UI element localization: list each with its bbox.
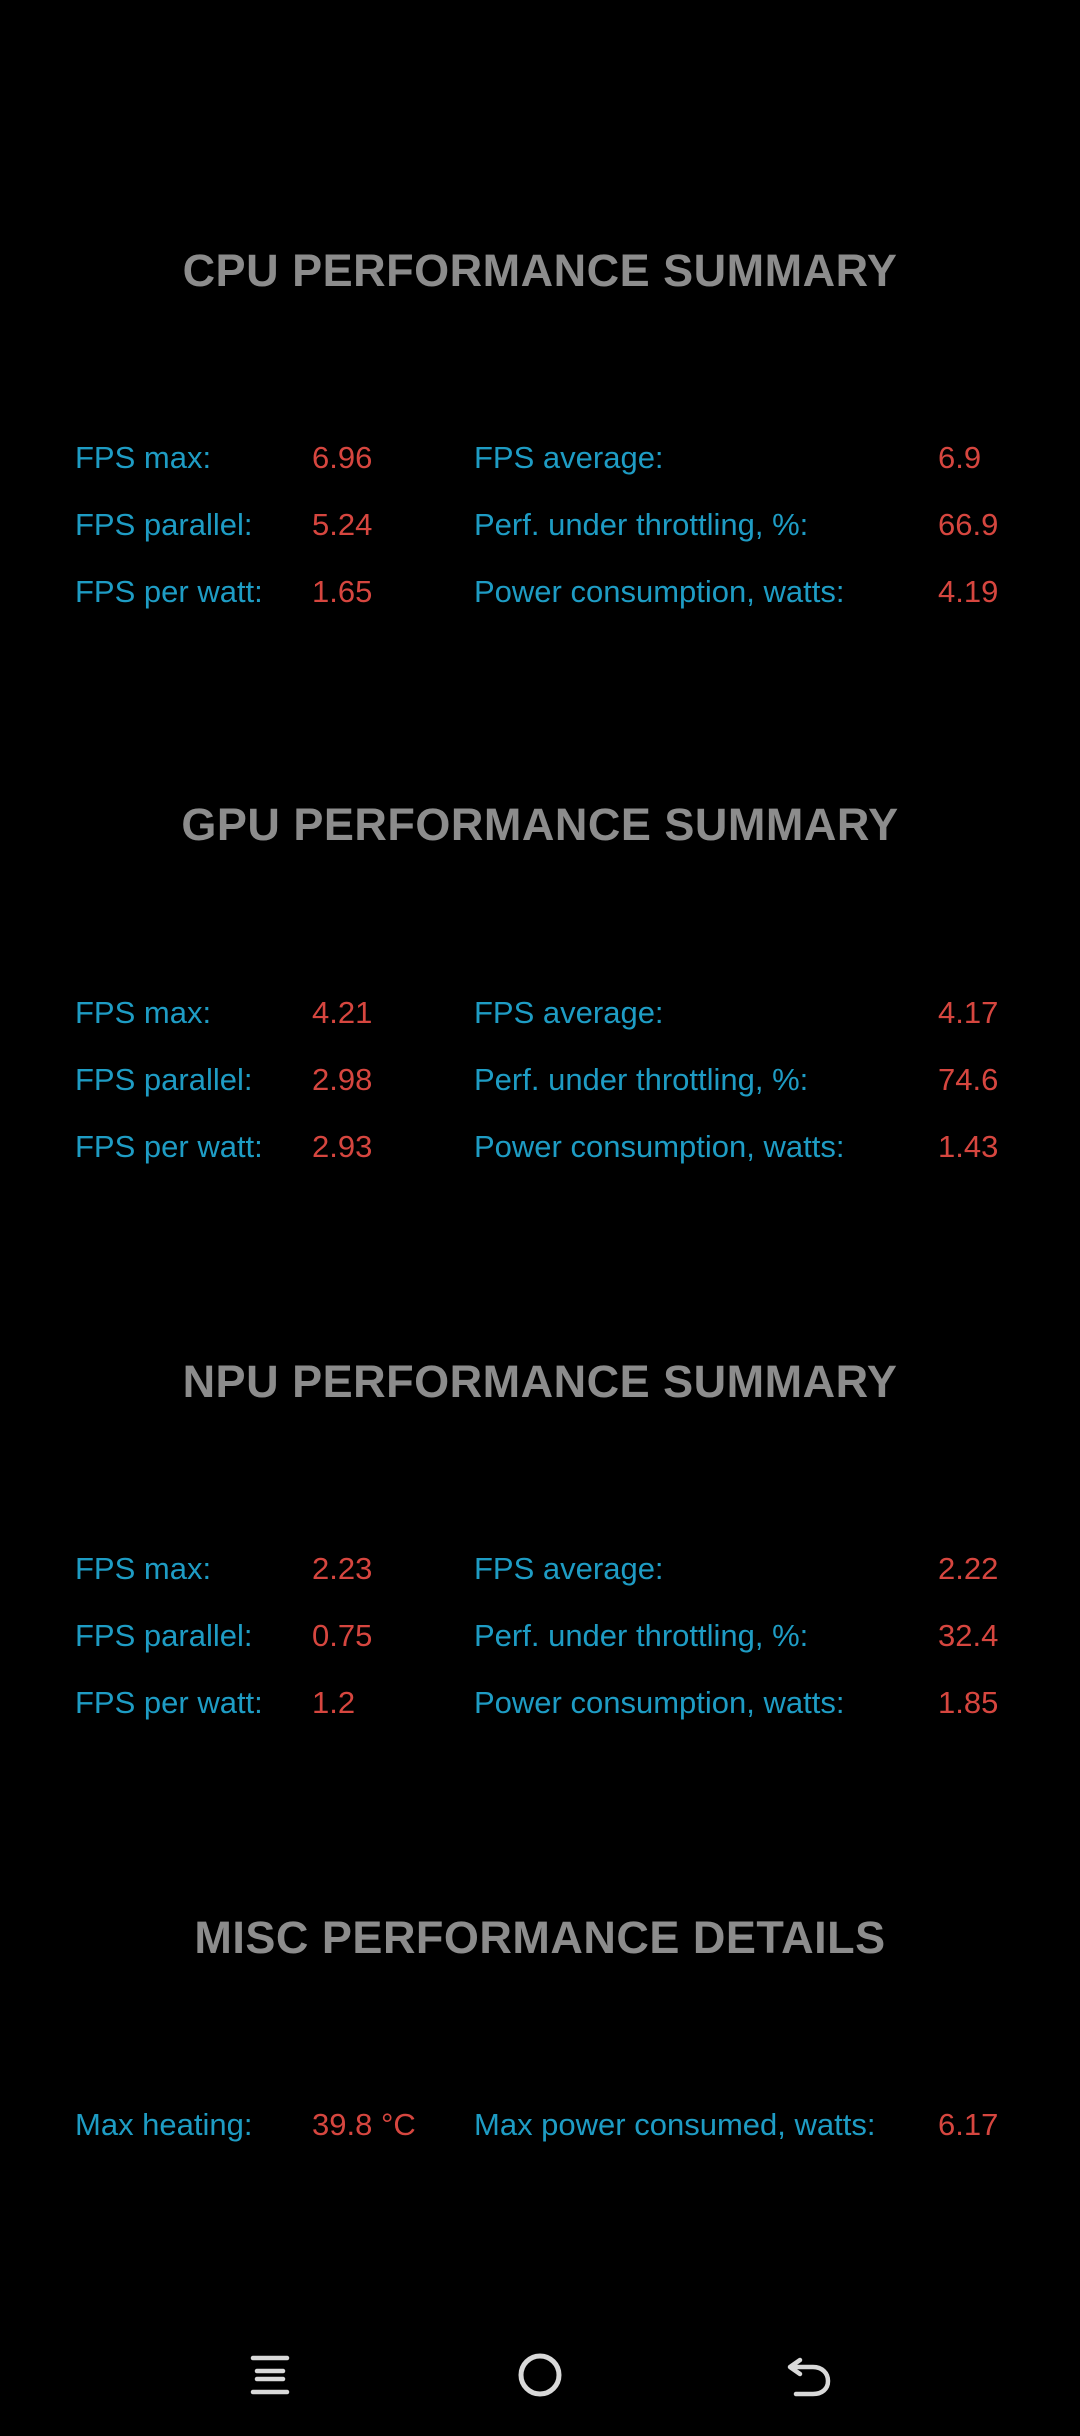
npu-fps-parallel-value: 0.75 (312, 1618, 373, 1653)
npu-power-consumption-label: Power consumption, watts: (474, 1685, 845, 1720)
gpu-fps-max-value: 4.21 (312, 995, 373, 1030)
npu-power-consumption-value: 1.85 (938, 1685, 999, 1720)
npu-fps-per-watt-value: 1.2 (312, 1685, 356, 1720)
cpu-fps-parallel-value: 5.24 (312, 507, 373, 542)
gpu-power-consumption-label: Power consumption, watts: (474, 1129, 845, 1164)
cpu-fps-max-value: 6.96 (312, 440, 373, 475)
npu-fps-max-value: 2.23 (312, 1551, 373, 1586)
gpu-fps-parallel-value: 2.98 (312, 1062, 373, 1097)
cpu-power-consumption-label: Power consumption, watts: (474, 574, 845, 609)
gpu-throttling-label: Perf. under throttling, %: (474, 1062, 809, 1097)
npu-throttling-value: 32.4 (938, 1618, 999, 1653)
gpu-fps-parallel-label: FPS parallel: (75, 1062, 253, 1097)
gpu-fps-average-value: 4.17 (938, 995, 999, 1030)
max-power-consumed-value: 6.17 (938, 2107, 999, 2142)
cpu-fps-average-label: FPS average: (474, 440, 664, 475)
misc-details-title: MISC PERFORMANCE DETAILS (194, 1912, 886, 1963)
gpu-fps-per-watt-label: FPS per watt: (75, 1129, 263, 1164)
home-button[interactable] (495, 2330, 585, 2420)
gpu-fps-average-label: FPS average: (474, 995, 664, 1030)
npu-fps-per-watt-label: FPS per watt: (75, 1685, 263, 1720)
cpu-summary-title: CPU PERFORMANCE SUMMARY (182, 245, 898, 296)
npu-fps-max-label: FPS max: (75, 1551, 212, 1586)
system-navigation-bar (0, 2330, 1080, 2420)
npu-fps-average-label: FPS average: (474, 1551, 664, 1586)
npu-summary-title: NPU PERFORMANCE SUMMARY (182, 1356, 898, 1407)
cpu-throttling-value: 66.9 (938, 507, 999, 542)
gpu-throttling-value: 74.6 (938, 1062, 999, 1097)
npu-fps-parallel-label: FPS parallel: (75, 1618, 253, 1653)
npu-fps-average-value: 2.22 (938, 1551, 999, 1586)
cpu-power-consumption-value: 4.19 (938, 574, 999, 609)
cpu-fps-parallel-label: FPS parallel: (75, 507, 253, 542)
max-heating-label: Max heating: (75, 2107, 253, 2142)
cpu-fps-average-value: 6.9 (938, 440, 982, 475)
npu-throttling-label: Perf. under throttling, %: (474, 1618, 809, 1653)
recent-apps-button[interactable] (225, 2330, 315, 2420)
gpu-power-consumption-value: 1.43 (938, 1129, 999, 1164)
recent-apps-icon (250, 2355, 290, 2395)
cpu-throttling-label: Perf. under throttling, %: (474, 507, 809, 542)
back-button[interactable] (765, 2330, 855, 2420)
gpu-fps-max-label: FPS max: (75, 995, 212, 1030)
cpu-fps-per-watt-value: 1.65 (312, 574, 373, 609)
gpu-summary-title: GPU PERFORMANCE SUMMARY (181, 799, 899, 850)
max-heating-value: 39.8 °C (312, 2107, 416, 2142)
gpu-fps-per-watt-value: 2.93 (312, 1129, 373, 1164)
cpu-fps-max-label: FPS max: (75, 440, 212, 475)
max-power-consumed-label: Max power consumed, watts: (474, 2107, 876, 2142)
back-icon (787, 2357, 831, 2397)
home-icon (518, 2353, 562, 2397)
cpu-fps-per-watt-label: FPS per watt: (75, 574, 263, 609)
